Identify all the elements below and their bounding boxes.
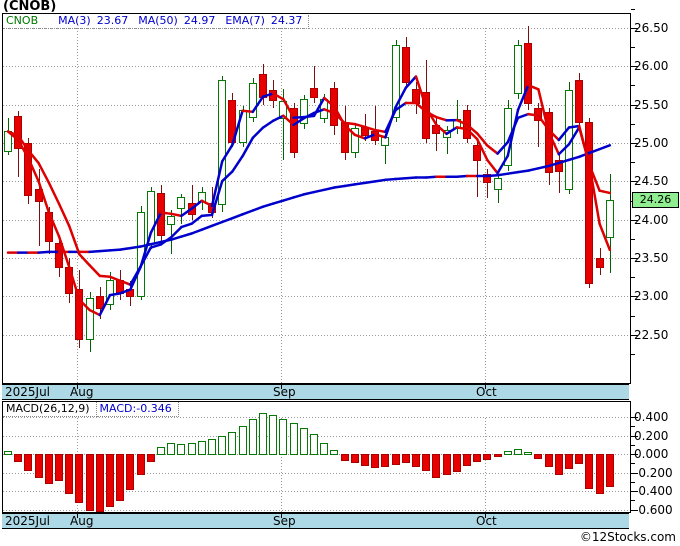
macd-tick-label: 0.400	[634, 410, 669, 424]
x-axis-start-label: 2025Jul	[5, 385, 51, 399]
price-tick-label: 23.00	[634, 289, 669, 303]
month-label-sep: Sep	[273, 385, 296, 399]
watermark: ©12Stocks.com	[579, 530, 676, 544]
page-title: (CNOB)	[3, 0, 57, 14]
price-tick-label: 25.50	[634, 98, 669, 112]
x-axis-start-label: 2025Jul	[5, 514, 51, 528]
month-label-oct: Oct	[476, 514, 497, 528]
legend-ema7-value: 24.37	[270, 14, 303, 27]
legend-ma3-label: MA(3)	[58, 14, 91, 27]
price-tick-label: 25.00	[634, 136, 669, 150]
price-tick-label: 22.50	[634, 328, 669, 342]
month-label-sep: Sep	[273, 514, 296, 528]
current-price-tag: 24.26	[632, 192, 679, 208]
macd-tick-label: -0.600	[634, 503, 673, 517]
month-label-aug: Aug	[70, 385, 94, 399]
legend-ma3-value: 23.67	[96, 14, 129, 27]
macd-params-label: MACD(26,12,9)	[3, 402, 97, 417]
legend-ma50-label: MA(50)	[138, 14, 178, 27]
x-axis-band-main: 2025Jul Aug Sep Oct	[2, 384, 629, 400]
macd-current-value: MACD:-0.346	[96, 402, 179, 417]
macd-header: MACD(26,12,9) MACD:-0.346	[3, 402, 179, 417]
macd-tick-label: 0.200	[634, 429, 669, 443]
month-label-aug: Aug	[70, 514, 94, 528]
legend-symbol: CNOB	[6, 14, 39, 27]
price-tick-label: 24.00	[634, 213, 669, 227]
legend-ema7-label: EMA(7)	[225, 14, 265, 27]
x-axis-band-macd: 2025Jul Aug Sep Oct	[2, 513, 629, 529]
macd-tick-label: -0.400	[634, 484, 673, 498]
month-label-oct: Oct	[476, 385, 497, 399]
price-tick-label: 26.50	[634, 21, 669, 35]
price-tick-label: 23.50	[634, 251, 669, 265]
price-tick-label: 24.50	[634, 174, 669, 188]
price-tick-label: 26.00	[634, 59, 669, 73]
legend-ma50-value: 24.97	[183, 14, 216, 27]
macd-tick-label: -0.200	[634, 466, 673, 480]
indicator-legend: CNOB MA(3) 23.67 MA(50) 24.97 EMA(7) 24.37	[3, 14, 310, 29]
macd-tick-label: 0.000	[634, 447, 669, 461]
